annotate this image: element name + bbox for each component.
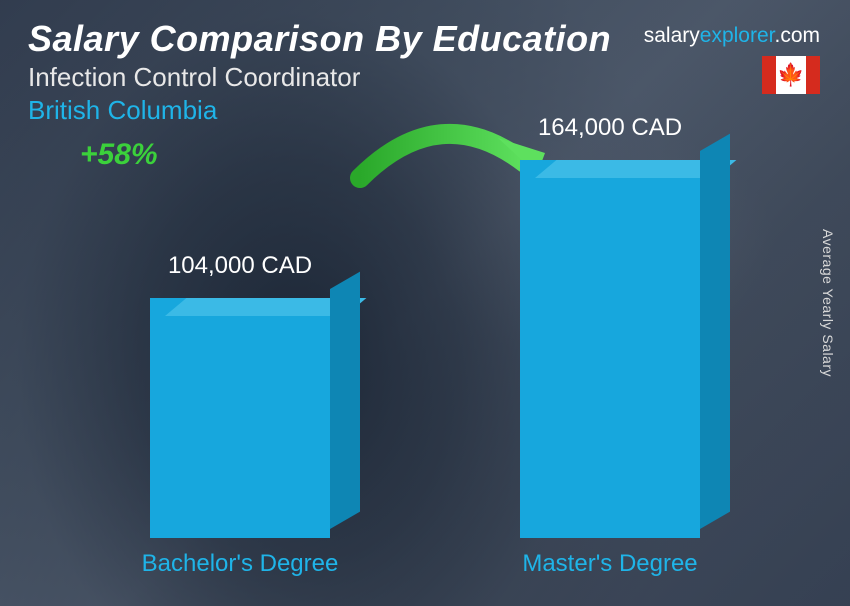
- bar-front-face: [520, 160, 700, 538]
- brand-prefix: salary: [644, 24, 700, 47]
- bar-group-masters: 164,000 CAD Master's Degree: [500, 114, 720, 578]
- bar-front-face: [150, 298, 330, 538]
- bar-chart: +58% 104,000 CAD Bachelor's Degree 164,0…: [80, 138, 770, 578]
- bar-value-label: 104,000 CAD: [130, 252, 350, 280]
- percent-increase-badge: +58%: [80, 138, 158, 172]
- bar-side-face: [330, 272, 360, 529]
- flag-stripe-left: [762, 56, 776, 94]
- bar-category-label: Bachelor's Degree: [130, 550, 350, 578]
- page-subtitle: Infection Control Coordinator: [28, 62, 822, 93]
- bar-3d: [520, 160, 700, 538]
- flag-center: 🍁: [776, 56, 806, 94]
- brand-suffix: .com: [774, 24, 820, 47]
- yaxis-label: Average Yearly Salary: [820, 229, 836, 377]
- country-flag: 🍁: [762, 56, 820, 94]
- brand-logo: salaryexplorer.com: [644, 24, 820, 48]
- bar-3d: [150, 298, 330, 538]
- bar-side-face: [700, 134, 730, 529]
- flag-stripe-right: [806, 56, 820, 94]
- maple-leaf-icon: 🍁: [777, 64, 804, 86]
- bar-value-label: 164,000 CAD: [500, 114, 720, 142]
- brand-mid: explorer: [700, 24, 775, 47]
- bar-group-bachelors: 104,000 CAD Bachelor's Degree: [130, 252, 350, 578]
- bar-category-label: Master's Degree: [500, 550, 720, 578]
